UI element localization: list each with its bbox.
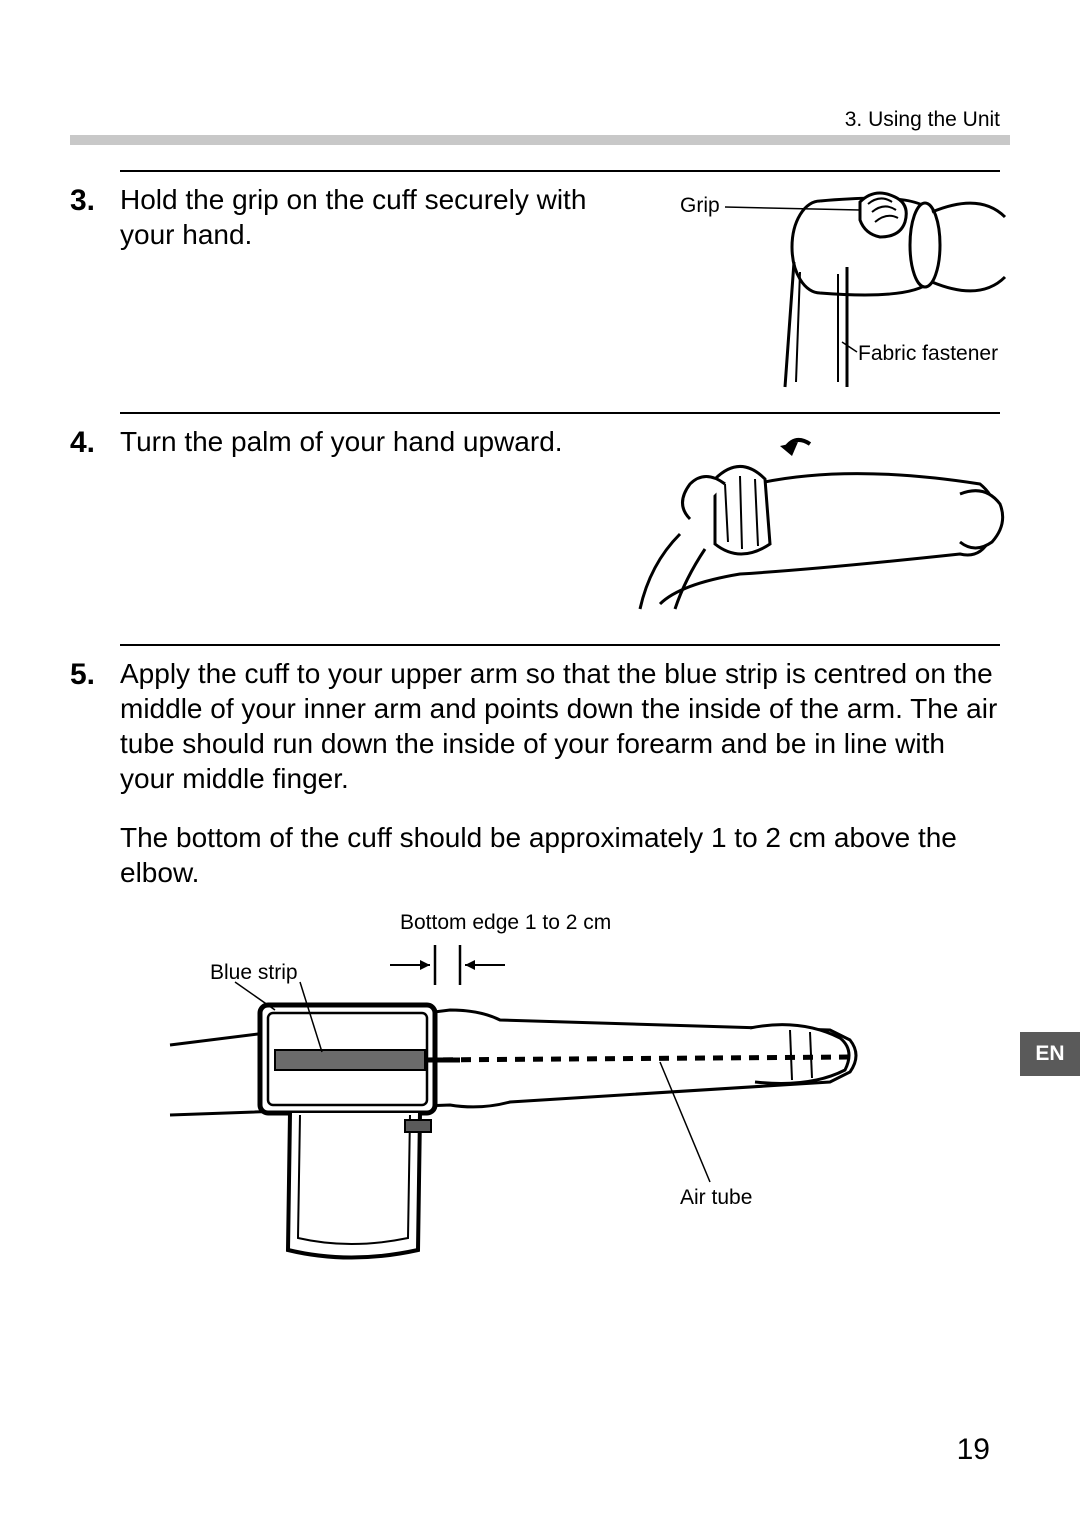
- step-3: 3. Hold the grip on the cuff securely wi…: [70, 182, 1000, 402]
- figure-step-4: [620, 424, 1010, 614]
- top-header-rule: [70, 135, 1010, 145]
- figure-step-3: Grip Fabric fastener: [610, 182, 1010, 392]
- step-number: 3.: [70, 182, 120, 402]
- step-text: Apply the cuff to your upper arm so that…: [120, 656, 1000, 796]
- label-grip: Grip: [680, 194, 720, 217]
- step-4: 4. Turn the palm of your hand upward.: [70, 424, 1000, 634]
- step-text: Turn the palm of your hand upward.: [120, 424, 600, 459]
- label-fabric-fastener: Fabric fastener: [858, 342, 998, 365]
- step-body: Turn the palm of your hand upward.: [120, 424, 1000, 634]
- step-5: 5. Apply the cuff to your upper arm so t…: [70, 656, 1000, 1276]
- step-divider: [120, 412, 1000, 414]
- step-text: Hold the grip on the cuff securely with …: [120, 182, 600, 252]
- page-number: 19: [957, 1433, 990, 1467]
- language-tab: EN: [1020, 1032, 1080, 1076]
- step-divider: [120, 644, 1000, 646]
- page-content: 3. Hold the grip on the cuff securely wi…: [70, 170, 1000, 1286]
- step-body: Apply the cuff to your upper arm so that…: [120, 656, 1000, 1276]
- figure-step-5: Bottom edge 1 to 2 cm Blue strip Air tub…: [150, 910, 870, 1270]
- section-header: 3. Using the Unit: [845, 108, 1000, 132]
- step-number: 5.: [70, 656, 120, 1276]
- step-number: 4.: [70, 424, 120, 634]
- step-divider: [120, 170, 1000, 172]
- step-subtext: The bottom of the cuff should be approxi…: [120, 820, 1000, 890]
- step-body: Hold the grip on the cuff securely with …: [120, 182, 1000, 402]
